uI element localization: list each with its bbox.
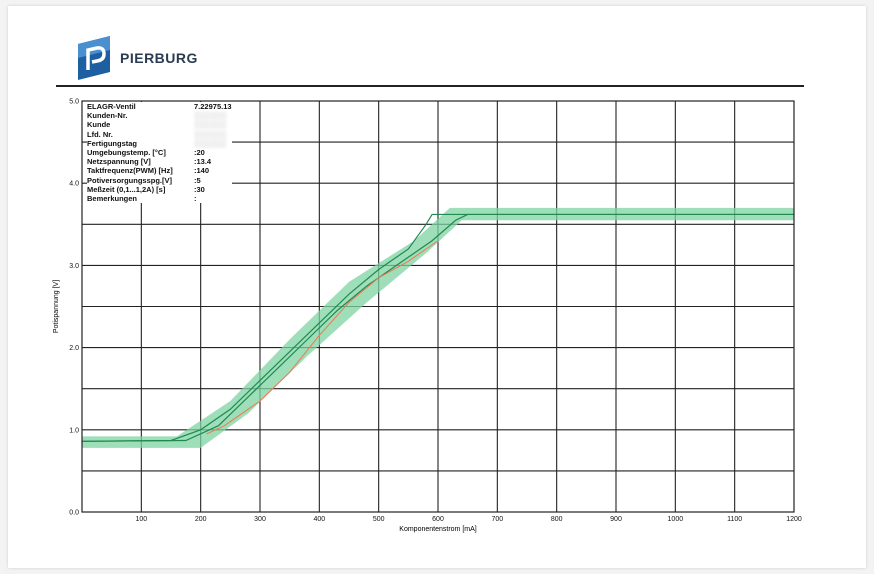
header-rule bbox=[56, 85, 804, 87]
info-row: Fertigungstag ░░░░░░ bbox=[87, 139, 232, 148]
info-value: :13.4 bbox=[194, 157, 212, 167]
y-tick-label: 2.0 bbox=[69, 345, 79, 352]
info-row: Lfd. Nr. ░░░░░░ bbox=[87, 130, 232, 139]
info-value: :140 bbox=[194, 166, 210, 176]
x-tick-label: 600 bbox=[432, 516, 444, 523]
series-lines bbox=[81, 213, 794, 442]
y-axis-label: Potispannung [V] bbox=[53, 280, 60, 333]
series-line-3 bbox=[206, 240, 439, 435]
y-tick-label: 4.0 bbox=[69, 181, 79, 188]
info-value: :5 bbox=[194, 175, 201, 185]
info-label: Umgebungstemp. [°C] bbox=[87, 148, 166, 158]
info-label: Bemerkungen bbox=[87, 194, 138, 204]
info-row: ELAGR-Ventil 7.22975.13 bbox=[87, 102, 232, 111]
y-tick-label: 1.0 bbox=[69, 427, 79, 434]
x-tick-label: 300 bbox=[254, 516, 266, 523]
x-tick-label: 1100 bbox=[727, 516, 742, 523]
x-tick-label: 900 bbox=[610, 516, 622, 523]
info-label: Kunde bbox=[87, 120, 111, 130]
x-tick-label: 700 bbox=[491, 516, 503, 523]
info-row: Kunden-Nr. ░░░░░░ bbox=[87, 111, 232, 120]
series-line-1 bbox=[81, 213, 794, 442]
info-value: 7.22975.13 bbox=[194, 102, 232, 111]
info-row: Umgebungstemp. [°C] :20 bbox=[87, 148, 232, 157]
info-value: :30 bbox=[194, 184, 205, 194]
y-tick-label: 0.0 bbox=[69, 510, 79, 517]
info-label: ELAGR-Ventil bbox=[87, 102, 136, 111]
info-label: Fertigungstag bbox=[87, 138, 137, 148]
info-label: Meßzeit (0,1...1,2A) [s] bbox=[87, 184, 166, 194]
x-tick-label: 100 bbox=[135, 516, 147, 523]
info-label: Taktfrequenz(PWM) [Hz] bbox=[87, 166, 173, 176]
x-tick-label: 1000 bbox=[668, 516, 684, 523]
info-row: Netzspannung [V] :13.4 bbox=[87, 157, 232, 166]
series-line-2 bbox=[81, 213, 794, 442]
info-row: Meßzeit (0,1...1,2A) [s] :30 bbox=[87, 185, 232, 194]
datasheet bbox=[8, 6, 866, 568]
info-value-obscured: ░░░░░░ bbox=[194, 138, 226, 148]
test-info-table: ELAGR-Ventil 7.22975.13 Kunden-Nr. ░░░░░░ Ku… bbox=[87, 102, 232, 204]
info-label: Netzspannung [V] bbox=[87, 157, 151, 167]
y-tick-label: 5.0 bbox=[69, 99, 79, 106]
info-label: Lfd. Nr. bbox=[87, 129, 113, 139]
pierburg-logo-icon bbox=[78, 36, 110, 80]
info-row: Potiversorgungsspg.[V] :5 bbox=[87, 176, 232, 185]
info-row: Taktfrequenz(PWM) [Hz] :140 bbox=[87, 166, 232, 175]
x-tick-label: 200 bbox=[195, 516, 207, 523]
y-tick-label: 3.0 bbox=[69, 263, 79, 270]
tick-labels: 100 200 300 400 500 600 700 800 900 1000 1100 1200 0… bbox=[69, 99, 802, 524]
info-row: Bemerkungen: bbox=[87, 194, 232, 203]
x-tick-label: 1200 bbox=[786, 516, 802, 523]
info-label: Kunden-Nr. bbox=[87, 111, 128, 121]
x-tick-label: 500 bbox=[373, 516, 385, 523]
info-row: Kunde ░░░░░░ bbox=[87, 120, 232, 129]
info-value-obscured: ░░░░░░ bbox=[194, 111, 226, 121]
brand-name: PIERBURG bbox=[120, 50, 198, 66]
x-tick-label: 400 bbox=[313, 516, 325, 523]
info-value: : bbox=[194, 194, 197, 204]
plot-frame bbox=[81, 100, 795, 513]
info-value-obscured: ░░░░░░ bbox=[194, 129, 226, 139]
info-value: :20 bbox=[194, 148, 205, 158]
x-axis-label: Komponentenstrom [mA] bbox=[399, 526, 476, 533]
x-tick-label: 800 bbox=[551, 516, 563, 523]
tolerance-band bbox=[82, 207, 794, 448]
info-value-obscured: ░░░░░░ bbox=[194, 120, 226, 130]
info-label: Potiversorgungsspg.[V] bbox=[87, 175, 173, 185]
